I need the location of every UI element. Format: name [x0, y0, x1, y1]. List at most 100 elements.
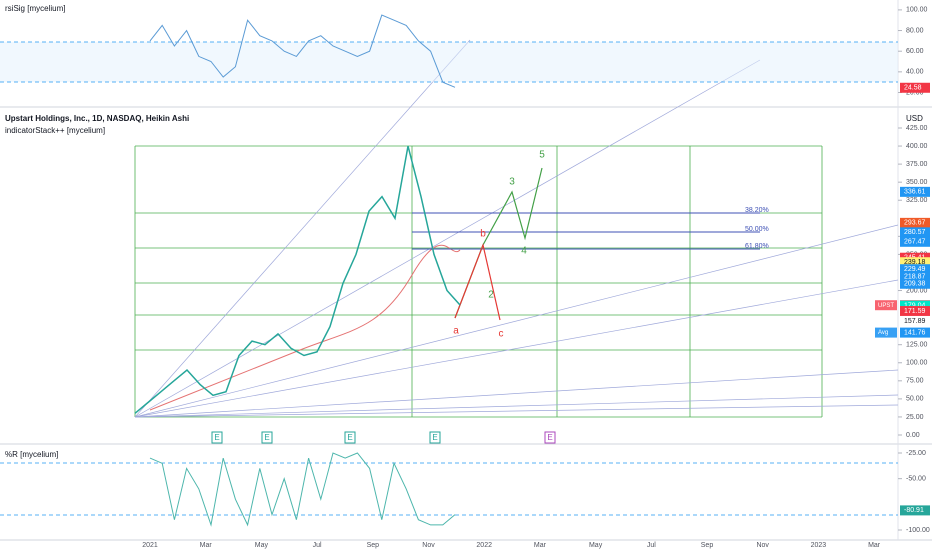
- price-badge-value: 141.76: [904, 329, 926, 336]
- x-tick-label: 2022: [476, 542, 492, 549]
- symbol-title: Upstart Holdings, Inc., 1D, NASDAQ, Heik…: [5, 114, 189, 123]
- wave-label: b: [480, 229, 486, 240]
- y-tick-label: 0.00: [906, 432, 920, 439]
- y-tick-label: 25.00: [906, 414, 924, 421]
- price-badge-tag: [875, 300, 897, 311]
- wave-label: a: [453, 326, 459, 337]
- wave-label: 3: [509, 177, 515, 188]
- wave-correction: [454, 242, 501, 321]
- y-tick-label: 375.00: [906, 161, 928, 168]
- price-badge: [900, 306, 930, 317]
- price-badge-value: 209.38: [904, 281, 926, 288]
- price-badge-value: 280.57: [904, 229, 926, 236]
- price-badge-value: 229.49: [904, 266, 926, 273]
- y-tick-label: 325.00: [906, 197, 928, 204]
- earnings-label: E: [432, 433, 437, 442]
- fib-label: 50.00%: [745, 226, 769, 233]
- fib-label: 38.20%: [745, 207, 769, 214]
- fan-line: [134, 39, 471, 418]
- price-badge: [900, 278, 930, 289]
- price-badge-value: 239.18: [904, 259, 926, 266]
- y-tick-label: 50.00: [906, 396, 924, 403]
- y-tick-label: 75.00: [906, 378, 924, 385]
- wave-label: c: [499, 329, 504, 340]
- price-badge: [900, 327, 930, 338]
- currency: USD: [906, 114, 923, 123]
- price-badge-value: 171.59: [904, 308, 926, 315]
- price-badge: [900, 300, 930, 311]
- last-value: 24.58: [904, 85, 922, 92]
- y-tick-label: 400.00: [906, 143, 928, 150]
- x-tick-label: May: [589, 542, 603, 549]
- price-badge: [900, 315, 930, 326]
- price-badge-tag: [875, 327, 897, 338]
- last-value-badge: [900, 505, 930, 516]
- earnings-marker: [261, 431, 273, 444]
- x-tick-label: Jul: [647, 542, 656, 549]
- earnings-marker: [344, 431, 356, 444]
- price-badge: [900, 186, 930, 197]
- panel-title: rsiSig [mycelium]: [5, 4, 65, 13]
- earnings-label: E: [347, 433, 352, 442]
- y-tick-label: 100.00: [906, 7, 928, 14]
- fan-line: [134, 404, 899, 418]
- fan-line: [134, 279, 899, 418]
- wave-label: 5: [539, 150, 545, 161]
- fan-line: [134, 394, 899, 418]
- earnings-marker: [429, 431, 441, 444]
- y-tick-label: 350.00: [906, 179, 928, 186]
- y-tick-label: -50.00: [906, 476, 926, 483]
- y-tick-label: 80.00: [906, 27, 924, 34]
- x-tick-label: Sep: [367, 542, 380, 549]
- y-tick-label: 200.00: [906, 287, 928, 294]
- x-tick-label: Jul: [313, 542, 322, 549]
- y-tick-label: 60.00: [906, 48, 924, 55]
- wr_panel-line: [149, 452, 456, 527]
- moving-average: [149, 244, 461, 411]
- y-tick-label: 425.00: [906, 125, 928, 132]
- price-badge: [900, 257, 930, 268]
- fib-label: 61.80%: [745, 243, 769, 250]
- main_panel-line: [134, 145, 461, 414]
- last-value: -80.91: [904, 507, 924, 514]
- earnings-marker: [544, 431, 556, 444]
- wave-label: 4: [521, 246, 527, 257]
- price-badge-label: Avg: [878, 330, 888, 336]
- earnings-label: E: [214, 433, 219, 442]
- x-tick-label: May: [255, 542, 269, 549]
- earnings-label: E: [547, 433, 552, 442]
- fan-line: [134, 369, 899, 418]
- price-badge-value: 218.87: [904, 274, 926, 281]
- price-badge: [900, 264, 930, 275]
- y-tick-label: 40.00: [906, 69, 924, 76]
- x-tick-label: Nov: [756, 542, 769, 549]
- wave-label: 2: [488, 290, 494, 301]
- price-badge-value: 336.61: [904, 189, 926, 196]
- price-badge: [900, 217, 930, 228]
- x-tick-label: Mar: [534, 542, 547, 549]
- rsi_panel-line: [149, 14, 456, 88]
- fan-line: [134, 224, 899, 418]
- y-tick-label: 125.00: [906, 342, 928, 349]
- y-tick-label: 100.00: [906, 360, 928, 367]
- price-badge-value: 293.67: [904, 220, 926, 227]
- earnings-label: E: [264, 433, 269, 442]
- x-tick-label: Nov: [422, 542, 435, 549]
- rsi-band: [0, 42, 898, 82]
- y-tick-label: -100.00: [906, 527, 930, 534]
- x-tick-label: 2023: [811, 542, 827, 549]
- price-badge-label: UPST: [878, 303, 894, 309]
- indicator-title: indicatorStack++ [mycelium]: [5, 126, 105, 135]
- price-badge: [900, 236, 930, 247]
- x-tick-label: Mar: [200, 542, 213, 549]
- x-tick-label: 2021: [142, 542, 158, 549]
- price-badge-value: 267.47: [904, 239, 926, 246]
- earnings-marker: [211, 431, 223, 444]
- panel-title: %R [mycelium]: [5, 450, 58, 459]
- price-badge-value: 157.89: [904, 318, 926, 325]
- x-tick-label: Sep: [701, 542, 714, 549]
- x-tick-label: Mar: [868, 542, 881, 549]
- fan-line: [134, 59, 761, 418]
